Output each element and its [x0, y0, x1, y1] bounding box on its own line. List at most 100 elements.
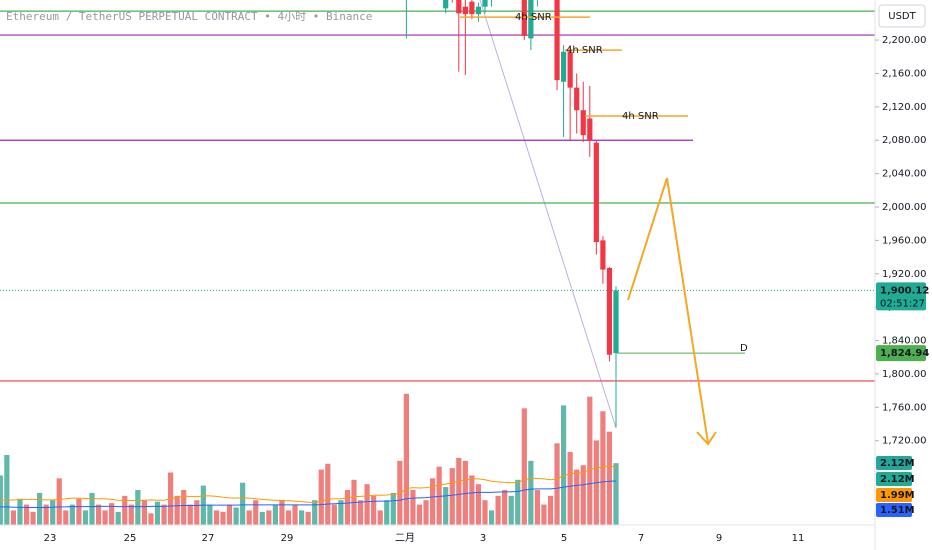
- candle-body: [521, 0, 527, 36]
- volume-bar: [482, 500, 488, 525]
- y-tick-label: 2,040.00: [882, 169, 927, 180]
- volume-bar: [508, 495, 514, 525]
- volume-bar: [456, 457, 462, 525]
- x-tick-label: 9: [716, 533, 722, 544]
- volume-bar: [325, 463, 331, 525]
- volume-bar: [207, 504, 213, 525]
- x-tick-label: 5: [561, 533, 567, 544]
- volume-bar: [443, 487, 449, 525]
- volume-badge-label: 1.51M: [880, 505, 915, 516]
- volume-bar: [194, 500, 200, 525]
- y-tick-label: 1,720.00: [882, 436, 927, 447]
- volume-badge: [876, 503, 912, 517]
- currency[interactable]: USDT: [888, 11, 916, 22]
- volume-bar: [312, 500, 318, 525]
- volume-bar: [384, 500, 390, 525]
- volume-bar: [161, 504, 167, 525]
- volume-bar: [364, 484, 370, 525]
- volume-bar: [580, 465, 586, 525]
- volume-bar: [587, 396, 593, 525]
- volume-bar: [259, 511, 265, 525]
- volume-badge-label: 1.99M: [880, 490, 915, 501]
- y-tick-label: 2,080.00: [882, 135, 927, 146]
- volume-bar: [76, 498, 82, 525]
- volume-bar: [240, 482, 246, 525]
- volume-badge: [876, 472, 912, 486]
- volume-bar: [135, 490, 141, 525]
- volume-bar: [122, 495, 128, 525]
- volume-bar: [357, 500, 364, 525]
- volume-bar: [23, 504, 30, 525]
- volume-bar: [299, 510, 305, 525]
- volume-bar: [462, 460, 468, 525]
- volume-bar: [469, 475, 475, 525]
- volume-bar: [436, 466, 442, 525]
- volume-badge: [876, 456, 912, 470]
- volume-bar: [148, 513, 154, 525]
- projection-arrow: [627, 177, 709, 444]
- volume-bar: [50, 500, 56, 525]
- trend-line: [479, 0, 617, 429]
- x-tick-label: 11: [792, 533, 805, 544]
- y-tick-label: 2,120.00: [882, 102, 927, 113]
- volume-bar: [292, 504, 298, 525]
- volume-bar: [410, 490, 416, 525]
- annotation-label: 4h SNR: [515, 12, 552, 23]
- volume-ma: [0, 465, 617, 504]
- price-pane: 4h SNR 4h SNR 4h SNR D: [0, 0, 875, 525]
- volume-bar: [154, 501, 161, 525]
- annotation-label: 4h SNR: [566, 45, 603, 56]
- volume-bar: [253, 500, 259, 525]
- volume-bar: [102, 510, 108, 525]
- volume-bar: [10, 510, 16, 525]
- volume-bar: [475, 484, 482, 525]
- volume-bar: [43, 504, 49, 525]
- volume-bar: [554, 443, 560, 525]
- candle-body: [462, 6, 468, 15]
- candle-body: [554, 0, 560, 81]
- volume-bar: [541, 504, 547, 525]
- y-tick-label: 2,200.00: [882, 35, 927, 46]
- volume-bar: [305, 511, 311, 525]
- volume-badge-label: 2.12M: [880, 474, 915, 485]
- volume-bar: [285, 510, 292, 525]
- volume-bar: [69, 504, 75, 525]
- volume-bar: [423, 500, 429, 525]
- price-badge-timer: 02:51:27: [880, 298, 925, 309]
- x-tick-label: 3: [480, 533, 486, 544]
- y-tick-label: 2,000.00: [882, 202, 927, 213]
- candle-body: [475, 6, 482, 15]
- volume-bar: [403, 393, 409, 525]
- candle-body: [456, 0, 462, 14]
- arrow-head: [696, 431, 717, 446]
- price-badge-label: 1,900.12: [880, 285, 929, 296]
- candle-body: [587, 118, 593, 141]
- projection: [627, 177, 717, 446]
- y-tick-label: 1,800.00: [882, 369, 927, 380]
- volume-bar: [266, 510, 272, 525]
- volume-bar: [109, 503, 115, 525]
- x-tick-label: 23: [44, 533, 57, 544]
- candle-body: [574, 87, 580, 111]
- volume-bar: [279, 500, 285, 525]
- volume-bar: [115, 511, 121, 525]
- volume-bar: [318, 469, 324, 525]
- y-tick-label: 1,920.00: [882, 269, 927, 280]
- volume-ma: [0, 480, 617, 508]
- volume-bar: [174, 495, 180, 525]
- annotation-label: 4h SNR: [622, 111, 659, 122]
- currency-button[interactable]: [878, 4, 926, 28]
- candle-body: [567, 51, 573, 88]
- candle-body: [600, 240, 606, 270]
- volume-bar: [488, 510, 495, 525]
- candle-body: [580, 110, 586, 136]
- volume-bar: [338, 500, 344, 525]
- volume-bar: [82, 510, 89, 525]
- volume-bar: [89, 492, 95, 525]
- volume-bar: [272, 504, 278, 525]
- volume-bar: [377, 510, 383, 525]
- volume-bar: [430, 478, 436, 525]
- volume-bar: [547, 495, 554, 525]
